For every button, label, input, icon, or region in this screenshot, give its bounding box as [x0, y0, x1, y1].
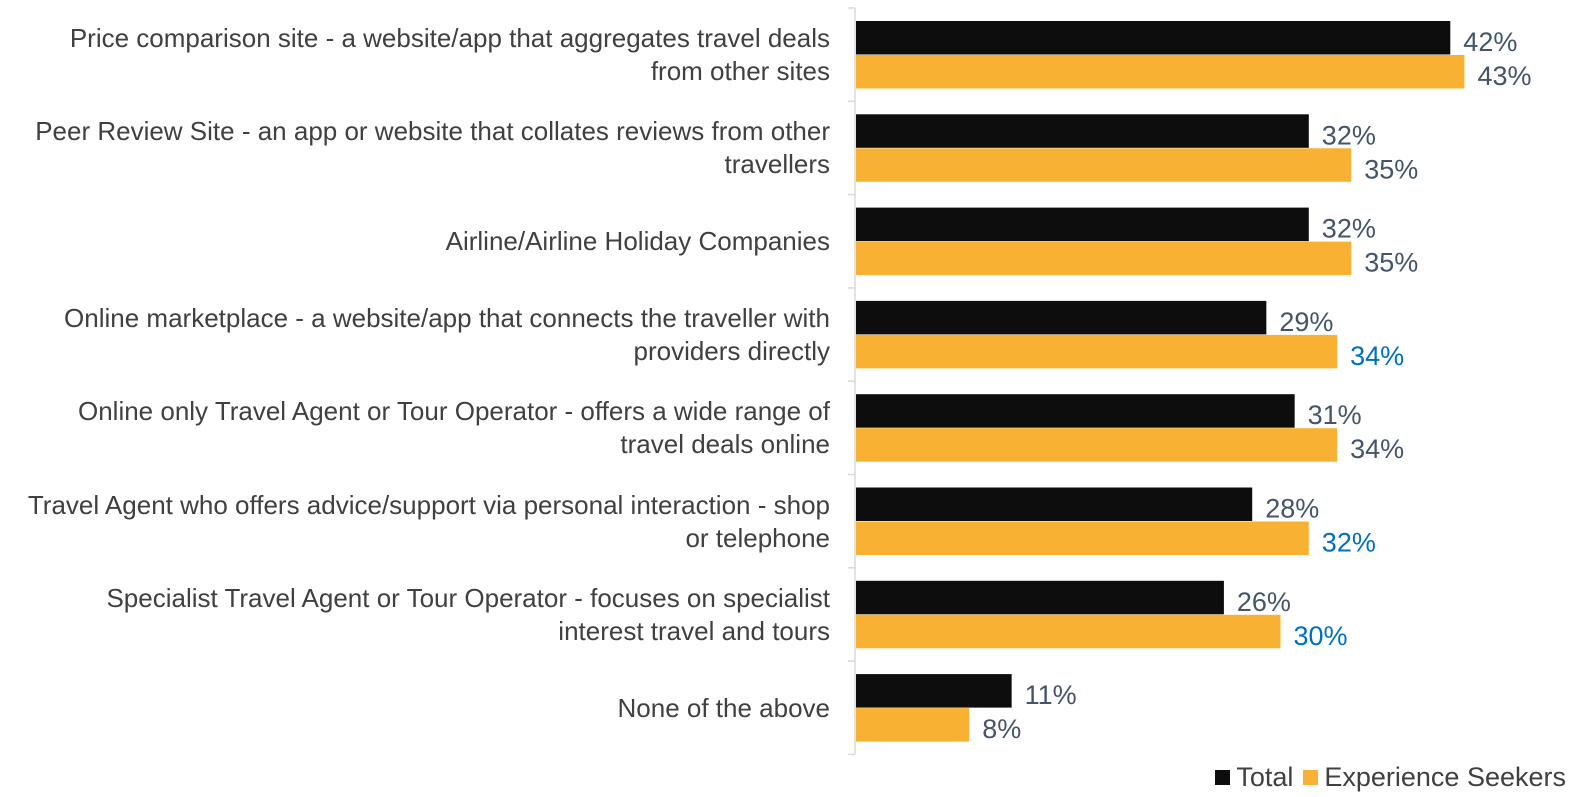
- legend: Total Experience Seekers: [1205, 762, 1566, 793]
- category-label: None of the above: [0, 692, 831, 725]
- category-label: Online marketplace - a website/app that …: [0, 302, 830, 368]
- category-label-line: None of the above: [617, 692, 831, 723]
- category-label: Online only Travel Agent or Tour Operato…: [0, 395, 830, 461]
- category-label-line: interest travel and tours: [558, 615, 830, 646]
- data-label-total: 11%: [1025, 680, 1077, 710]
- bar-total: [856, 207, 1309, 242]
- category-label-line: travellers: [724, 149, 830, 180]
- bar-total: [856, 114, 1309, 148]
- category-label-line: Online marketplace - a website/app that …: [64, 302, 830, 333]
- bar-experience-seekers: [856, 148, 1352, 182]
- category-label: Peer Review Site - an app or website tha…: [0, 115, 830, 181]
- category-label: Price comparison site - a website/app th…: [0, 22, 830, 88]
- bar-total: [856, 300, 1267, 335]
- category-label-line: Online only Travel Agent or Tour Operato…: [77, 396, 830, 427]
- category-label-line: from other sites: [650, 56, 830, 86]
- bar-experience-seekers: [856, 521, 1309, 555]
- bar-experience-seekers: [856, 428, 1338, 462]
- category-label-line: Price comparison site - a website/app th…: [69, 23, 830, 53]
- data-label-total: 42%: [1463, 27, 1517, 57]
- category-label-line: Specialist Travel Agent or Tour Operator…: [106, 582, 830, 613]
- category-label-line: providers directly: [633, 335, 830, 366]
- data-label-experience-seekers: 35%: [1364, 154, 1418, 184]
- legend-swatch-total: [1215, 770, 1231, 785]
- data-label-experience-seekers: 34%: [1350, 434, 1404, 464]
- bar-total: [856, 21, 1451, 55]
- data-label-total: 32%: [1322, 120, 1376, 150]
- data-label-total: 29%: [1279, 307, 1333, 337]
- legend-label-total: Total: [1236, 762, 1294, 792]
- bar-total: [856, 674, 1012, 708]
- data-label-experience-seekers: 30%: [1294, 621, 1348, 651]
- legend-item-total: Total: [1215, 762, 1293, 793]
- data-label-total: 32%: [1322, 214, 1376, 244]
- data-label-experience-seekers: 34%: [1350, 341, 1404, 371]
- data-label-experience-seekers: 8%: [982, 714, 1021, 744]
- bar-experience-seekers: [856, 241, 1352, 276]
- category-label: Specialist Travel Agent or Tour Operator…: [0, 582, 830, 648]
- bar-total: [856, 394, 1295, 428]
- bar-experience-seekers: [856, 55, 1465, 89]
- data-label-total: 26%: [1237, 587, 1291, 617]
- data-label-total: 28%: [1265, 494, 1319, 524]
- bar-experience-seekers: [856, 334, 1338, 369]
- category-label-line: travel deals online: [620, 429, 830, 460]
- bar-experience-seekers: [856, 708, 970, 742]
- bar-total: [856, 580, 1224, 615]
- bar-total: [856, 487, 1253, 521]
- category-label-line: or telephone: [685, 522, 830, 553]
- category-label: Airline/Airline Holiday Companies: [0, 225, 830, 258]
- data-label-experience-seekers: 32%: [1322, 528, 1376, 558]
- category-label-line: Peer Review Site - an app or website tha…: [35, 116, 830, 147]
- legend-item-experience-seekers: Experience Seekers: [1303, 762, 1566, 793]
- data-label-total: 31%: [1308, 400, 1362, 430]
- category-label-line: Airline/Airline Holiday Companies: [445, 226, 830, 257]
- legend-label-experience-seekers: Experience Seekers: [1324, 762, 1566, 792]
- data-label-experience-seekers: 43%: [1477, 61, 1531, 91]
- bar-experience-seekers: [856, 614, 1281, 649]
- data-label-experience-seekers: 35%: [1364, 248, 1418, 278]
- category-label-line: Travel Agent who offers advice/support v…: [27, 489, 830, 520]
- category-label: Travel Agent who offers advice/support v…: [0, 489, 830, 555]
- legend-swatch-experience-seekers: [1303, 770, 1319, 785]
